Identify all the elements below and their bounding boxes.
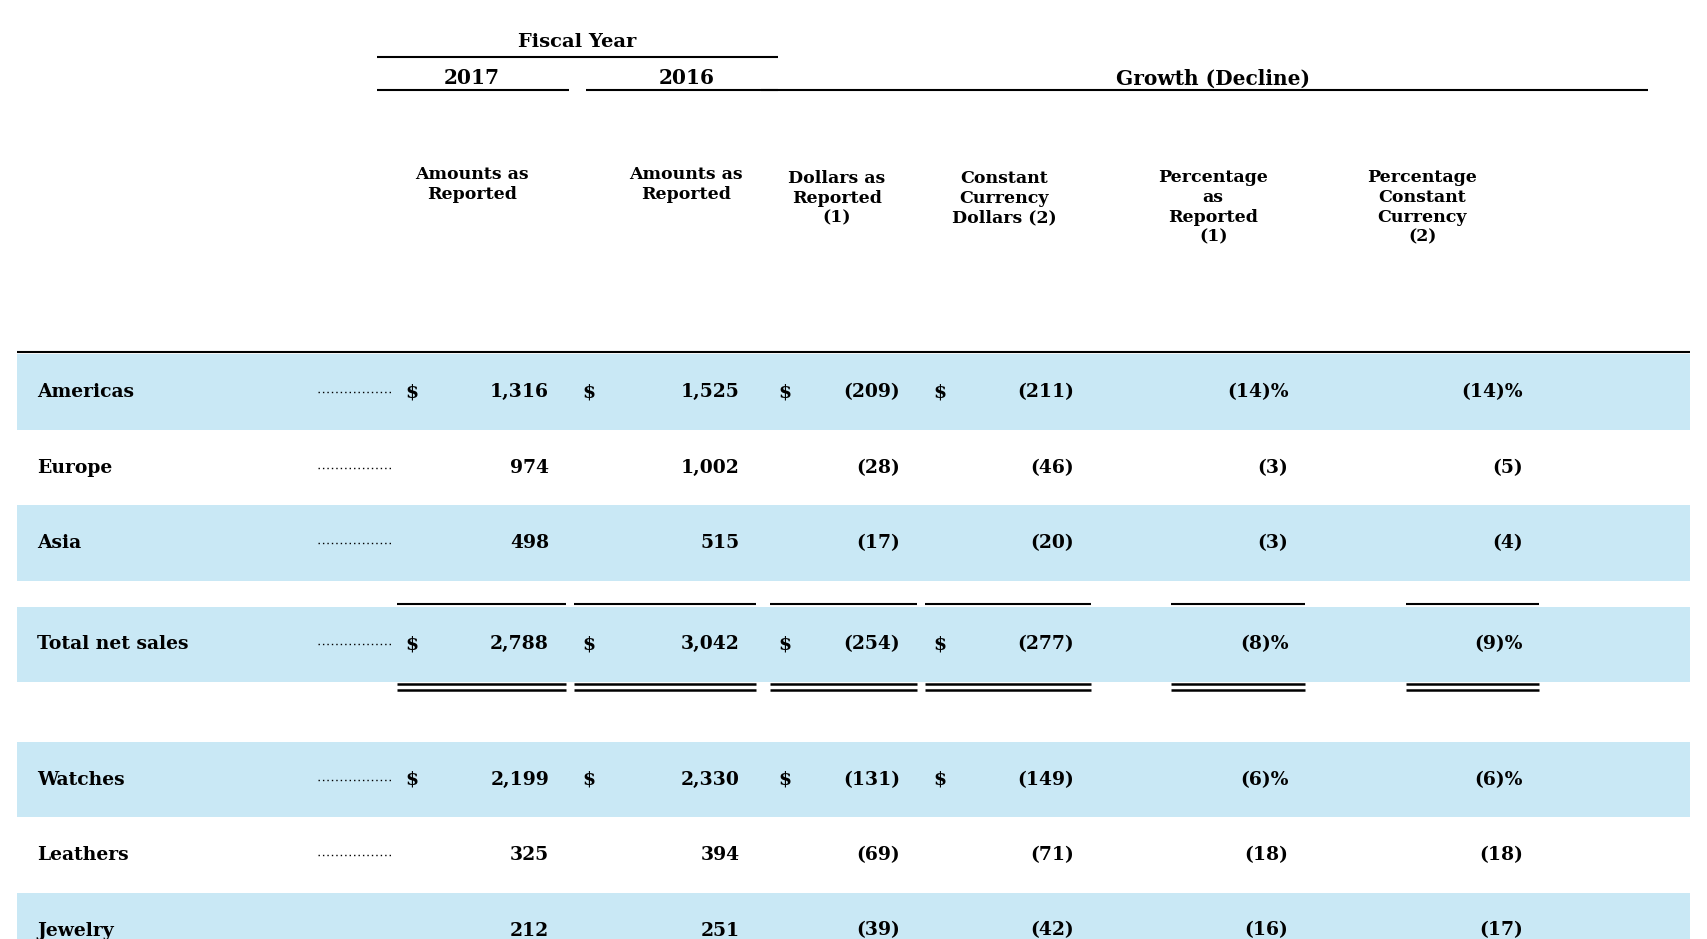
Text: (46): (46) — [1031, 458, 1074, 477]
Text: (209): (209) — [843, 383, 900, 401]
Bar — [17, 893, 1690, 939]
Text: $: $ — [778, 771, 792, 789]
Bar — [17, 742, 1690, 817]
Bar — [17, 505, 1690, 581]
Text: Amounts as
Reported: Amounts as Reported — [630, 166, 743, 203]
Text: (69): (69) — [857, 846, 900, 864]
Text: $: $ — [582, 383, 596, 401]
Text: (42): (42) — [1031, 921, 1074, 939]
Text: (17): (17) — [1478, 921, 1523, 939]
Text: Constant
Currency
Dollars (2): Constant Currency Dollars (2) — [953, 170, 1057, 226]
Text: (6)%: (6)% — [1239, 771, 1289, 789]
Text: 498: 498 — [510, 534, 550, 552]
Text: Percentage
Constant
Currency
(2): Percentage Constant Currency (2) — [1367, 169, 1477, 245]
Text: 2017: 2017 — [444, 69, 500, 88]
Text: 974: 974 — [510, 458, 550, 477]
Text: $: $ — [582, 771, 596, 789]
Text: Asia: Asia — [38, 534, 82, 552]
Text: (16): (16) — [1244, 921, 1289, 939]
Text: (3): (3) — [1258, 458, 1289, 477]
Text: Dollars as
Reported
(1): Dollars as Reported (1) — [789, 170, 886, 226]
Text: (4): (4) — [1492, 534, 1523, 552]
Text: $: $ — [934, 636, 947, 654]
Text: $: $ — [405, 771, 418, 789]
Text: 325: 325 — [510, 846, 550, 864]
Text: (20): (20) — [1031, 534, 1074, 552]
Bar — [17, 607, 1690, 682]
Text: (131): (131) — [843, 771, 900, 789]
Text: (149): (149) — [1017, 771, 1074, 789]
Text: (39): (39) — [857, 921, 900, 939]
Text: 3,042: 3,042 — [681, 636, 739, 654]
Text: $: $ — [405, 383, 418, 401]
Text: 515: 515 — [700, 534, 739, 552]
Bar — [17, 354, 1690, 430]
Text: (254): (254) — [843, 636, 900, 654]
Text: Europe: Europe — [38, 458, 113, 477]
Text: (71): (71) — [1031, 846, 1074, 864]
Text: (18): (18) — [1478, 846, 1523, 864]
Text: (6)%: (6)% — [1475, 771, 1523, 789]
Text: 2016: 2016 — [659, 69, 714, 88]
Text: Percentage
as
Reported
(1): Percentage as Reported (1) — [1159, 169, 1268, 245]
Text: (211): (211) — [1017, 383, 1074, 401]
Text: (8)%: (8)% — [1239, 636, 1289, 654]
Text: Amounts as
Reported: Amounts as Reported — [415, 166, 529, 203]
Text: 2,788: 2,788 — [490, 636, 550, 654]
Text: 212: 212 — [510, 921, 550, 939]
Text: 2,330: 2,330 — [681, 771, 739, 789]
Text: (14)%: (14)% — [1461, 383, 1523, 401]
Text: $: $ — [778, 636, 792, 654]
Text: 251: 251 — [700, 921, 739, 939]
Text: (17): (17) — [857, 534, 900, 552]
Text: 1,002: 1,002 — [681, 458, 739, 477]
Text: $: $ — [778, 383, 792, 401]
Text: (28): (28) — [857, 458, 900, 477]
Text: Fiscal Year: Fiscal Year — [519, 33, 637, 51]
Text: Growth (Decline): Growth (Decline) — [1116, 69, 1311, 88]
Text: $: $ — [582, 636, 596, 654]
Text: $: $ — [934, 383, 947, 401]
Text: $: $ — [405, 636, 418, 654]
Text: 1,525: 1,525 — [681, 383, 739, 401]
Text: (3): (3) — [1258, 534, 1289, 552]
Text: Jewelry: Jewelry — [38, 921, 114, 939]
Text: Total net sales: Total net sales — [38, 636, 189, 654]
Text: 2,199: 2,199 — [490, 771, 550, 789]
Text: Watches: Watches — [38, 771, 125, 789]
Text: $: $ — [934, 771, 947, 789]
Text: (18): (18) — [1244, 846, 1289, 864]
Text: 1,316: 1,316 — [490, 383, 550, 401]
Text: (5): (5) — [1492, 458, 1523, 477]
Text: (277): (277) — [1017, 636, 1074, 654]
Text: (9)%: (9)% — [1475, 636, 1523, 654]
Text: (14)%: (14)% — [1227, 383, 1289, 401]
Text: Leathers: Leathers — [38, 846, 128, 864]
Text: 394: 394 — [700, 846, 739, 864]
Text: Americas: Americas — [38, 383, 135, 401]
